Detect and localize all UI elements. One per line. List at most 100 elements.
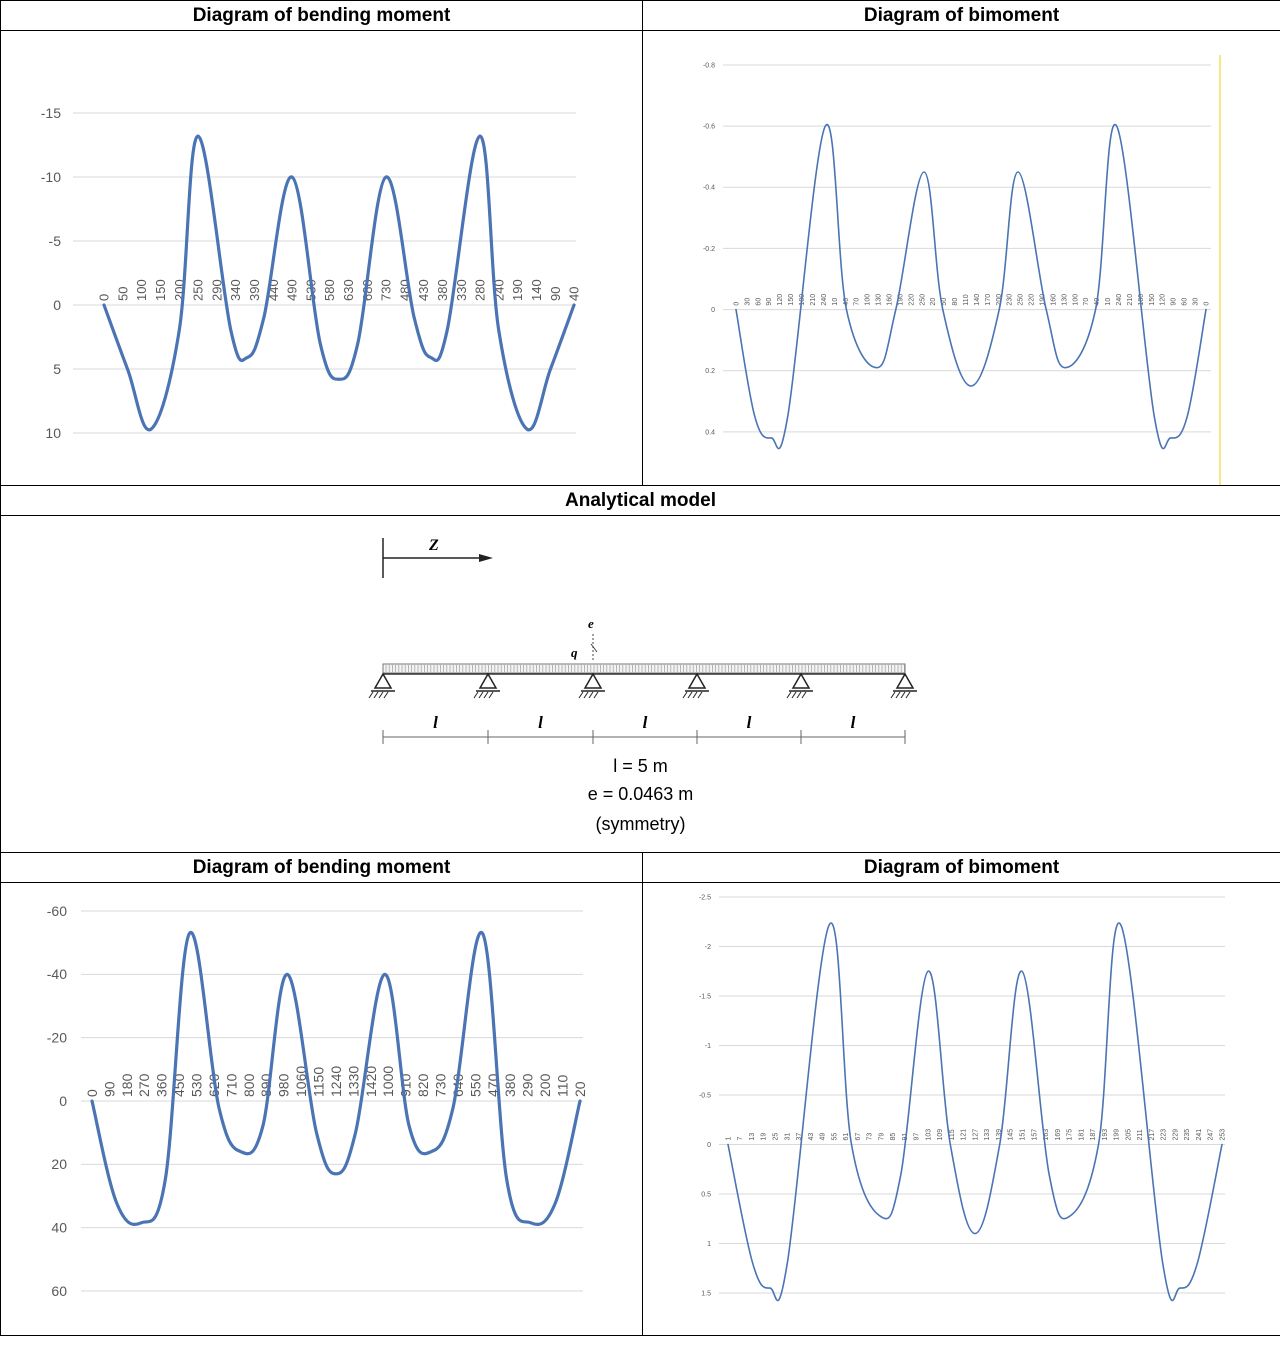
span-length-label: l: [643, 713, 648, 732]
x-tick-label: 30: [744, 298, 751, 306]
y-tick-label: 0.2: [705, 368, 715, 375]
x-tick-label: 90: [548, 287, 563, 301]
analytical-model-diagram: Z e q l l l l l: [368, 537, 917, 744]
y-tick-label: -0.2: [703, 246, 715, 253]
y-tick-label: -60: [47, 903, 67, 919]
top-bimoment-chart-cell: -0.8-0.6-0.4-0.200.20.40.603060901201501…: [642, 30, 1280, 486]
y-tick-label: 10: [45, 425, 61, 441]
support-icon: [373, 672, 393, 689]
y-tick-label: -0.4: [703, 185, 715, 192]
x-tick-label: 240: [821, 294, 828, 306]
y-tick-label: -20: [47, 1030, 67, 1046]
top-bimoment-chart: -0.8-0.6-0.4-0.200.20.40.603060901201501…: [703, 55, 1221, 485]
bottom-left-header: Diagram of bending moment: [0, 852, 643, 883]
x-tick-label: 247: [1208, 1129, 1215, 1141]
x-tick-label: 490: [285, 279, 300, 301]
x-tick-label: 250: [919, 294, 926, 306]
y-tick-label: 0: [711, 307, 715, 314]
top-right-header: Diagram of bimoment: [642, 0, 1280, 31]
y-tick-label: -15: [41, 105, 61, 121]
x-tick-label: 103: [925, 1129, 932, 1141]
caption-symmetry: (symmetry): [595, 814, 686, 834]
bottom-right-header: Diagram of bimoment: [642, 852, 1280, 883]
x-tick-label: 211: [1137, 1129, 1144, 1140]
top-bending-moment-chart: -15-10-505101505010015020025029034039044…: [41, 105, 582, 441]
support-hatch: [900, 691, 906, 699]
x-tick-label: 200: [537, 1073, 553, 1097]
y-tick-label: 0: [707, 1142, 711, 1149]
x-tick-label: 13: [749, 1133, 756, 1141]
x-tick-label: 270: [136, 1073, 152, 1097]
x-tick-label: 360: [154, 1073, 170, 1097]
top-bimoment-title: Diagram of bimoment: [863, 5, 1060, 26]
x-tick-label: 180: [1138, 294, 1145, 306]
support-icon: [791, 672, 811, 689]
x-tick-label: 730: [432, 1073, 448, 1097]
y-tick-label: 5: [53, 361, 61, 377]
x-tick-label: 7: [737, 1137, 744, 1141]
x-tick-label: 980: [276, 1073, 292, 1097]
x-tick-label: 20: [572, 1081, 588, 1097]
x-tick-label: 290: [520, 1073, 536, 1097]
x-tick-label: 390: [247, 279, 262, 301]
x-tick-label: 190: [897, 294, 904, 306]
bottom-bimoment-title: Diagram of bimoment: [863, 857, 1060, 878]
y-tick-label: -5: [49, 233, 62, 249]
x-tick-label: 109: [937, 1129, 944, 1141]
y-tick-label: 0.4: [705, 429, 715, 436]
x-tick-label: 1060: [293, 1066, 309, 1097]
x-tick-label: 210: [810, 294, 817, 306]
series-line: [727, 922, 1223, 1302]
x-tick-label: 10: [1105, 298, 1112, 306]
x-tick-label: 90: [101, 1081, 117, 1097]
x-tick-label: 181: [1078, 1129, 1085, 1141]
x-tick-label: 0: [733, 302, 740, 306]
x-tick-label: 220: [1029, 294, 1036, 306]
x-tick-label: 90: [1171, 298, 1178, 306]
y-tick-label: -2: [705, 944, 711, 951]
x-tick-label: 140: [529, 279, 544, 301]
x-tick-label: 710: [223, 1073, 239, 1097]
x-tick-label: 250: [191, 279, 206, 301]
x-tick-label: 150: [153, 279, 168, 301]
y-tick-label: 40: [51, 1220, 67, 1236]
x-tick-label: 20: [930, 298, 937, 306]
x-tick-label: 1240: [328, 1066, 344, 1097]
x-tick-label: 380: [502, 1073, 518, 1097]
x-tick-label: 73: [867, 1133, 874, 1141]
span-length-label: l: [538, 713, 543, 732]
x-tick-label: 160: [1050, 294, 1057, 306]
support-icon: [687, 672, 707, 689]
support-icon: [583, 672, 603, 689]
x-tick-label: 130: [876, 294, 883, 306]
x-tick-label: 67: [855, 1133, 862, 1141]
z-axis-label: Z: [428, 537, 439, 554]
x-tick-label: 193: [1102, 1129, 1109, 1141]
caption-span-length: l = 5 m: [613, 756, 668, 776]
y-tick-label: 20: [51, 1156, 67, 1172]
support-hatch: [791, 691, 797, 699]
x-tick-label: 60: [755, 298, 762, 306]
x-tick-label: 169: [1055, 1129, 1062, 1141]
x-tick-label: 253: [1219, 1129, 1226, 1141]
x-tick-label: 130: [1061, 294, 1068, 306]
distributed-load-band: [382, 663, 906, 674]
x-tick-label: 40: [567, 287, 582, 301]
x-tick-label: 150: [1149, 294, 1156, 306]
support-hatch: [796, 691, 802, 699]
x-tick-label: 80: [952, 298, 959, 306]
x-tick-label: 120: [1160, 294, 1167, 306]
z-axis-arrow-icon: [479, 554, 493, 562]
x-tick-label: 910: [398, 1073, 414, 1097]
span-length-label: l: [433, 713, 438, 732]
x-tick-label: 133: [984, 1129, 991, 1141]
top-left-header: Diagram of bending moment: [0, 0, 643, 31]
x-tick-label: 223: [1161, 1129, 1168, 1141]
x-tick-label: 19: [761, 1133, 768, 1141]
x-tick-label: 199: [1114, 1129, 1121, 1141]
supports-group: [368, 672, 917, 699]
x-tick-label: 250: [1018, 294, 1025, 306]
x-tick-label: 890: [258, 1073, 274, 1097]
x-tick-label: 79: [878, 1133, 885, 1141]
